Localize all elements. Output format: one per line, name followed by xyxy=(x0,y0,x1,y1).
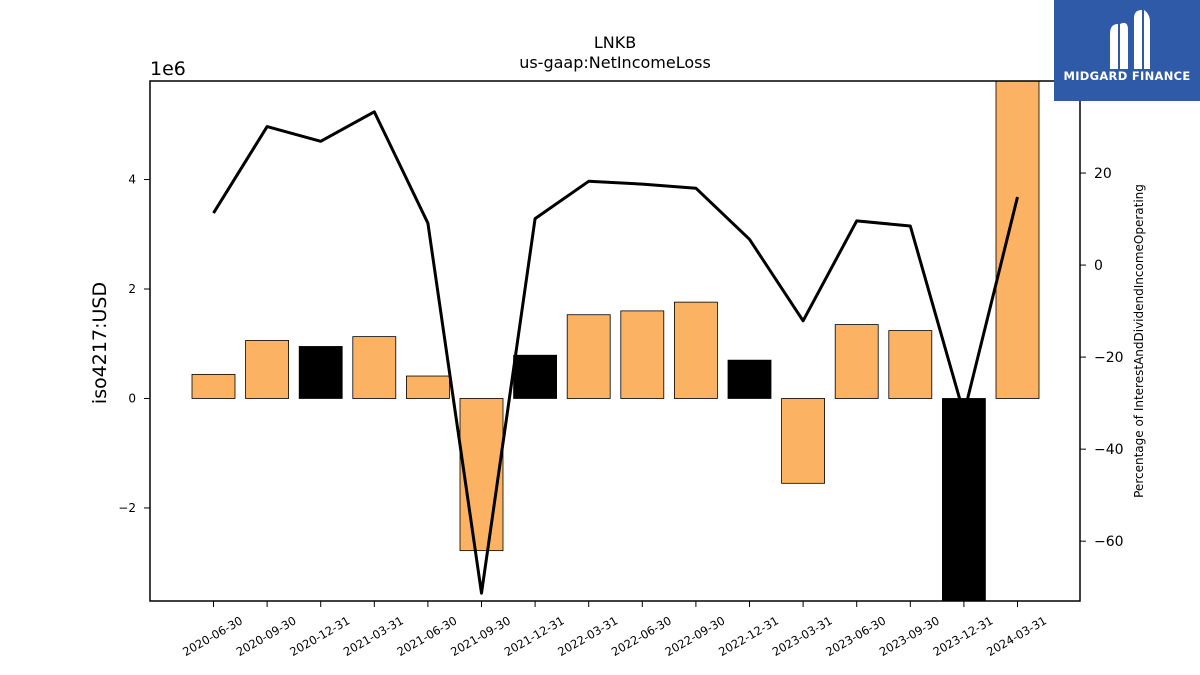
x-tick-label: 2022-06-30 xyxy=(609,613,674,659)
y-tick-label: 4 xyxy=(128,173,136,187)
chart-title: LNKB xyxy=(594,33,636,52)
y2-tick-label: 0 xyxy=(1094,258,1103,274)
x-tick-label: 2021-06-30 xyxy=(395,613,460,659)
y2-axis-label: Percentage of InterestAndDividendIncomeO… xyxy=(1132,184,1146,498)
y-tick-label: 2 xyxy=(128,282,136,296)
y-offset-label: 1e6 xyxy=(150,58,186,80)
midgard-finance-logo: MIDGARD FINANCE xyxy=(1054,0,1200,101)
y2-tick-label: −20 xyxy=(1094,350,1124,366)
x-tick-label: 2022-09-30 xyxy=(663,613,728,659)
bar-series xyxy=(191,80,1040,602)
x-tick-label: 2020-06-30 xyxy=(180,613,245,659)
bar-2023-06-30 xyxy=(834,324,879,399)
y2-tick-label: −60 xyxy=(1094,534,1124,550)
bar-2022-12-31 xyxy=(727,359,772,399)
x-tick-label: 2023-12-31 xyxy=(931,613,996,659)
x-tick-label: 2020-12-31 xyxy=(287,613,352,659)
bar-2021-09-30 xyxy=(459,398,504,552)
y-tick-label: −2 xyxy=(118,501,136,515)
bar-2022-03-31 xyxy=(566,314,611,399)
x-axis: 2020-06-302020-09-302020-12-312021-03-31… xyxy=(180,601,1049,659)
bar-2020-06-30 xyxy=(191,373,236,399)
bar-2020-12-31 xyxy=(298,346,343,399)
x-tick-label: 2023-09-30 xyxy=(877,613,942,659)
x-tick-label: 2024-03-31 xyxy=(984,613,1049,659)
bar-2022-06-30 xyxy=(620,310,665,399)
x-tick-label: 2023-03-31 xyxy=(770,613,835,659)
x-tick-label: 2021-09-30 xyxy=(448,613,513,659)
y-axis-right: −60 −40 −20 0 20 xyxy=(1080,166,1124,550)
brand-name: MIDGARD FINANCE xyxy=(1063,69,1191,83)
x-tick-label: 2021-03-31 xyxy=(341,613,406,659)
midgard-finance-logo-icon xyxy=(1110,10,1150,69)
bar-2022-09-30 xyxy=(674,301,718,399)
x-tick-label: 2022-12-31 xyxy=(716,613,781,659)
bar-2021-03-31 xyxy=(352,336,397,399)
y2-tick-label: 20 xyxy=(1094,166,1112,182)
bar-2023-03-31 xyxy=(781,398,825,484)
line-series xyxy=(212,110,1019,595)
y-tick-label: 0 xyxy=(128,391,136,405)
y-axis-left: −2 0 2 4 xyxy=(118,173,150,515)
bar-2023-09-30 xyxy=(888,330,933,399)
plot-frame xyxy=(149,80,1081,602)
chart-subtitle: us-gaap:NetIncomeLoss xyxy=(519,53,711,72)
x-tick-label: 2020-09-30 xyxy=(234,613,299,659)
y2-tick-label: −40 xyxy=(1094,442,1124,458)
x-tick-label: 2023-06-30 xyxy=(823,613,888,659)
bar-2021-12-31 xyxy=(513,354,557,399)
bar-2024-03-31 xyxy=(995,80,1040,399)
y-axis-label: iso4217:USD xyxy=(89,282,111,404)
x-tick-label: 2021-12-31 xyxy=(502,613,567,659)
line-path xyxy=(212,110,1019,595)
bar-2023-12-31 xyxy=(942,398,986,602)
bar-2020-09-30 xyxy=(245,340,290,399)
bar-2021-06-30 xyxy=(405,375,450,399)
x-tick-label: 2022-03-31 xyxy=(555,613,620,659)
